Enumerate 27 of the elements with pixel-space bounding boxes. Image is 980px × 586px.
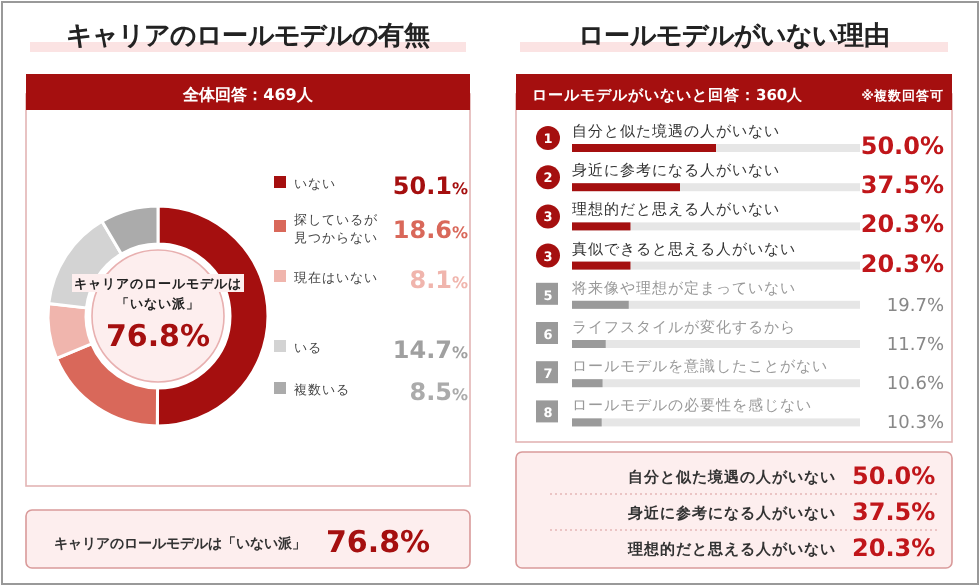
data-label: 11.7% xyxy=(886,336,945,356)
data-label: 37.5% xyxy=(860,171,944,200)
bar xyxy=(572,379,603,388)
text: 20.3% xyxy=(852,534,936,562)
chart-title: キャリアのロールモデルの有無 xyxy=(66,22,430,52)
bar xyxy=(572,340,606,348)
data-label: 19.7% xyxy=(886,296,945,317)
text: 76.8% xyxy=(105,318,211,354)
data-label: 8.5% xyxy=(409,378,468,406)
data-label: 20.3% xyxy=(860,210,944,239)
data-label: 10.3% xyxy=(886,414,945,435)
data-label: 14.7% xyxy=(392,336,468,364)
data-label: 10.6% xyxy=(886,375,945,396)
text: 50.0% xyxy=(852,462,936,490)
data-label: 18.6% xyxy=(392,216,468,244)
bar xyxy=(572,300,629,309)
data-label: 50.1% xyxy=(392,172,468,200)
chart-subtitle: 全体回答：469人 xyxy=(181,86,315,104)
bar xyxy=(572,418,602,427)
bar xyxy=(572,222,631,231)
chart-title: ロールモデルがいない理由 xyxy=(578,22,890,52)
data-label: 8.1% xyxy=(409,266,468,294)
text: 37.5% xyxy=(852,498,936,526)
data-label: 50.0% xyxy=(860,132,944,160)
text: 76.8% xyxy=(326,524,431,560)
bar xyxy=(572,261,631,270)
data-label: 20.3% xyxy=(860,249,944,278)
